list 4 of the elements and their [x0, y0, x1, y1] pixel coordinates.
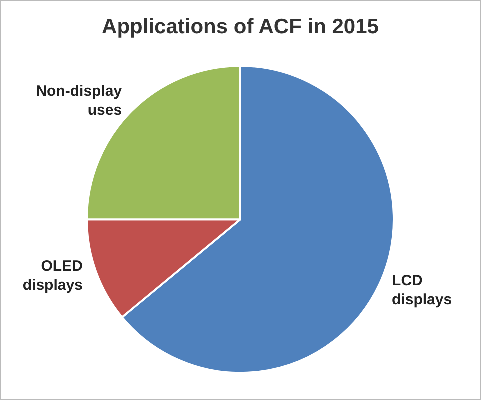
slice-label: OLED displays — [22, 258, 84, 294]
slice-label: LCD displays — [392, 272, 452, 309]
slice-label: Non-display uses — [36, 82, 123, 119]
chart-title: Applications of ACF in 2015 — [102, 15, 380, 38]
